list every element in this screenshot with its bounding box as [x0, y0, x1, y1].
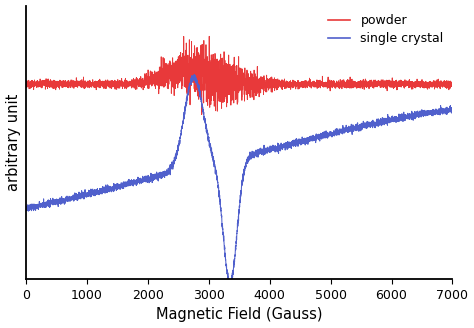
X-axis label: Magnetic Field (Gauss): Magnetic Field (Gauss)	[156, 307, 322, 322]
Legend: powder, single crystal: powder, single crystal	[323, 9, 449, 50]
Y-axis label: arbitrary unit: arbitrary unit	[6, 94, 20, 191]
